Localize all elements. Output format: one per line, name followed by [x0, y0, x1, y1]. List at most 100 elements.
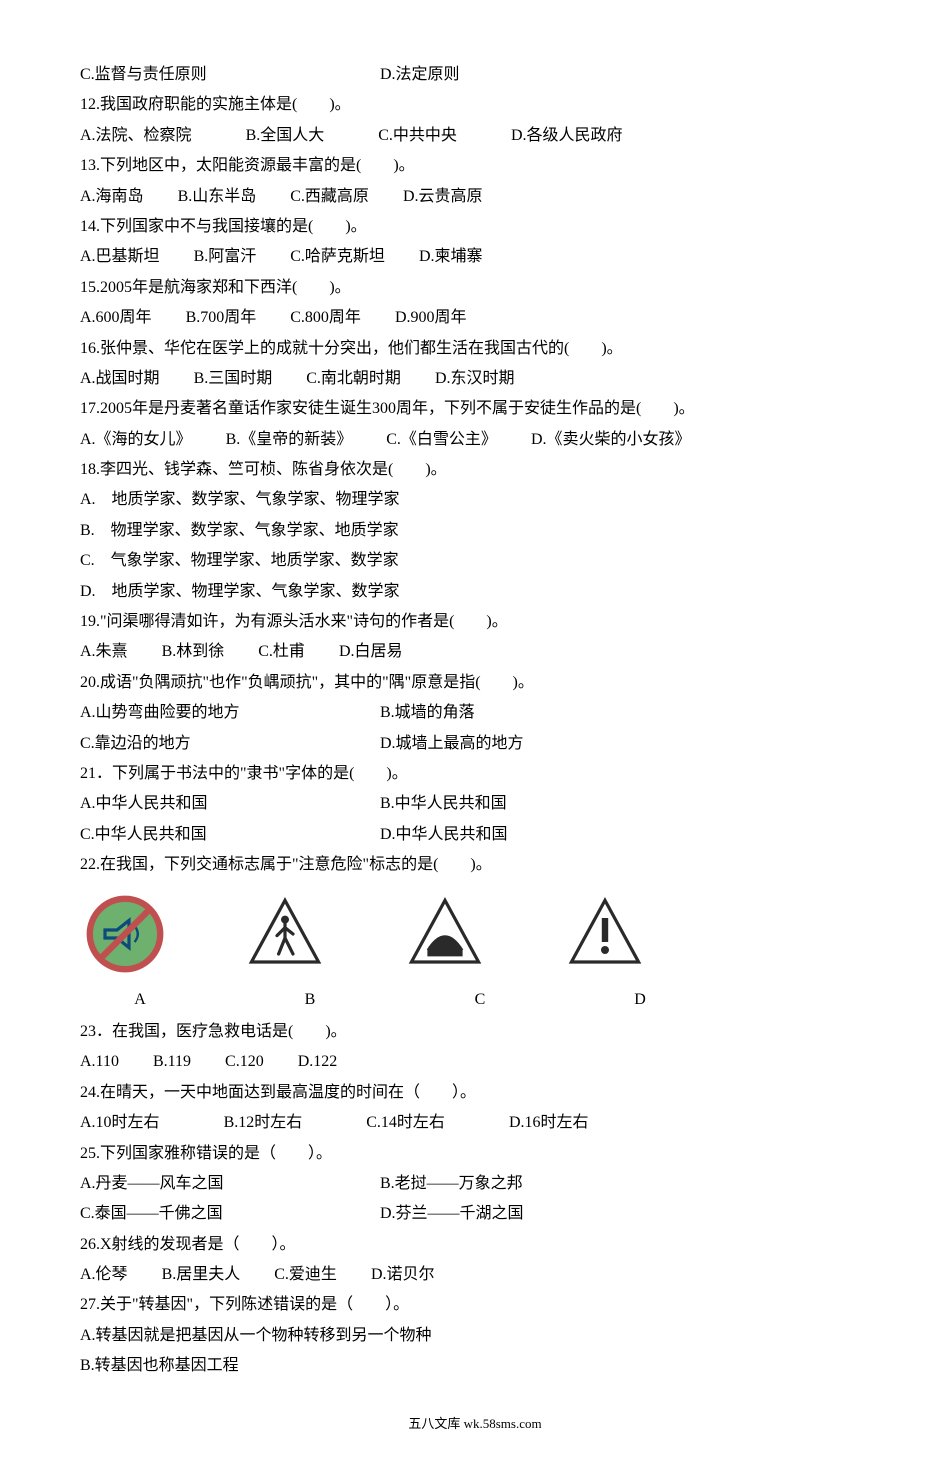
q12-opt-b: B.全国人大	[246, 127, 325, 144]
q26-stem: 26.X射线的发现者是（ ）。	[80, 1230, 870, 1260]
q26-opt-c: C.爱迪生	[274, 1266, 337, 1283]
q19-opt-d: D.白居易	[339, 643, 403, 660]
q19-options: A.朱熹 B.林到徐 C.杜甫 D.白居易	[80, 637, 870, 667]
q13-opt-a: A.海南岛	[80, 188, 144, 205]
q15-stem: 15.2005年是航海家郑和下西洋( )。	[80, 273, 870, 303]
q23-opt-d: D.122	[298, 1053, 338, 1070]
q11-opt-d: D.法定原则	[380, 66, 460, 83]
q12-options: A.法院、检察院 B.全国人大 C.中共中央 D.各级人民政府	[80, 121, 870, 151]
page-footer: 五八文库 wk.58sms.com	[80, 1412, 870, 1437]
q19-stem: 19."问渠哪得清如许，为有源头活水来"诗句的作者是( )。	[80, 607, 870, 637]
q11-options: C.监督与责任原则 D.法定原则	[80, 60, 870, 90]
q22-label-c: C	[450, 985, 510, 1015]
q12-opt-c: C.中共中央	[378, 127, 457, 144]
q14-opt-b: B.阿富汗	[194, 248, 257, 265]
q21-opt-b: B.中华人民共和国	[380, 795, 507, 812]
q21-stem: 21．下列属于书法中的"隶书"字体的是( )。	[80, 759, 870, 789]
q13-opt-c: C.西藏高原	[290, 188, 369, 205]
q26-options: A.伦琴 B.居里夫人 C.爱迪生 D.诺贝尔	[80, 1260, 870, 1290]
sign-a-no-honking-icon	[80, 889, 170, 979]
q25-opt-a: A.丹麦——风车之国	[80, 1175, 224, 1192]
q22-signs-row	[80, 889, 870, 979]
q24-stem: 24.在晴天，一天中地面达到最高温度的时间在（ ）。	[80, 1078, 870, 1108]
sign-c-hump-bridge-icon	[400, 889, 490, 979]
q16-stem: 16.张仲景、华佗在医学上的成就十分突出，他们都生活在我国古代的( )。	[80, 334, 870, 364]
sign-b-pedestrian-icon	[240, 889, 330, 979]
q19-opt-c: C.杜甫	[258, 643, 305, 660]
q23-opt-b: B.119	[153, 1053, 191, 1070]
q15-options: A.600周年 B.700周年 C.800周年 D.900周年	[80, 303, 870, 333]
q16-opt-b: B.三国时期	[194, 370, 273, 387]
q26-opt-b: B.居里夫人	[162, 1266, 241, 1283]
q20-stem: 20.成语"负隅顽抗"也作"负嵎顽抗"，其中的"隅"原意是指( )。	[80, 668, 870, 698]
q15-opt-a: A.600周年	[80, 309, 152, 326]
q21-opt-a: A.中华人民共和国	[80, 795, 208, 812]
q26-opt-d: D.诺贝尔	[371, 1266, 435, 1283]
q14-opt-d: D.柬埔寨	[419, 248, 483, 265]
q12-opt-a: A.法院、检察院	[80, 127, 192, 144]
q13-opt-d: D.云贵高原	[403, 188, 483, 205]
sign-d-danger-icon	[560, 889, 650, 979]
q19-opt-b: B.林到徐	[162, 643, 225, 660]
q22-label-a: A	[110, 985, 170, 1015]
q20-opt-b: B.城墙的角落	[380, 704, 475, 721]
q17-opt-b: B.《皇帝的新装》	[226, 431, 353, 448]
q14-options: A.巴基斯坦 B.阿富汗 C.哈萨克斯坦 D.柬埔寨	[80, 242, 870, 272]
q24-opt-b: B.12时左右	[224, 1114, 303, 1131]
q20-opt-d: D.城墙上最高的地方	[380, 735, 524, 752]
q15-opt-b: B.700周年	[186, 309, 257, 326]
q14-opt-c: C.哈萨克斯坦	[290, 248, 385, 265]
q25-opt-d: D.芬兰——千湖之国	[380, 1205, 524, 1222]
q18-opt-a: A. 地质学家、数学家、气象学家、物理学家	[80, 485, 870, 515]
q25-stem: 25.下列国家雅称错误的是（ ）。	[80, 1139, 870, 1169]
q19-opt-a: A.朱熹	[80, 643, 128, 660]
q23-opt-a: A.110	[80, 1053, 119, 1070]
q18-opt-d: D. 地质学家、物理学家、气象学家、数学家	[80, 577, 870, 607]
q24-opt-c: C.14时左右	[366, 1114, 445, 1131]
q27-stem: 27.关于"转基因"，下列陈述错误的是（ ）。	[80, 1290, 870, 1320]
q17-opt-d: D.《卖火柴的小女孩》	[531, 431, 691, 448]
q16-opt-a: A.战国时期	[80, 370, 160, 387]
q13-options: A.海南岛 B.山东半岛 C.西藏高原 D.云贵高原	[80, 182, 870, 212]
q12-opt-d: D.各级人民政府	[511, 127, 623, 144]
q22-label-d: D	[610, 985, 670, 1015]
q23-options: A.110 B.119 C.120 D.122	[80, 1047, 870, 1077]
q13-stem: 13.下列地区中，太阳能资源最丰富的是( )。	[80, 151, 870, 181]
q22-label-b: B	[280, 985, 340, 1015]
q16-opt-c: C.南北朝时期	[306, 370, 401, 387]
q20-opt-a: A.山势弯曲险要的地方	[80, 704, 240, 721]
q21-options: A.中华人民共和国 B.中华人民共和国 C.中华人民共和国 D.中华人民共和国	[80, 789, 870, 850]
q14-opt-a: A.巴基斯坦	[80, 248, 160, 265]
q24-opt-a: A.10时左右	[80, 1114, 160, 1131]
q20-opt-c: C.靠边沿的地方	[80, 735, 191, 752]
q16-opt-d: D.东汉时期	[435, 370, 515, 387]
q12-stem: 12.我国政府职能的实施主体是( )。	[80, 90, 870, 120]
q23-stem: 23．在我国，医疗急救电话是( )。	[80, 1017, 870, 1047]
q20-options: A.山势弯曲险要的地方 B.城墙的角落 C.靠边沿的地方 D.城墙上最高的地方	[80, 698, 870, 759]
q11-opt-c: C.监督与责任原则	[80, 66, 207, 83]
q14-stem: 14.下列国家中不与我国接壤的是( )。	[80, 212, 870, 242]
q25-options: A.丹麦——风车之国 B.老挝——万象之邦 C.泰国——千佛之国 D.芬兰——千…	[80, 1169, 870, 1230]
q24-opt-d: D.16时左右	[509, 1114, 589, 1131]
q22-stem: 22.在我国，下列交通标志属于"注意危险"标志的是( )。	[80, 850, 870, 880]
q25-opt-b: B.老挝——万象之邦	[380, 1175, 523, 1192]
q17-opt-a: A.《海的女儿》	[80, 431, 192, 448]
q18-opt-b: B. 物理学家、数学家、气象学家、地质学家	[80, 516, 870, 546]
q15-opt-c: C.800周年	[290, 309, 361, 326]
q22-labels: A B C D	[80, 985, 870, 1015]
q27-opt-a: A.转基因就是把基因从一个物种转移到另一个物种	[80, 1321, 870, 1351]
q17-stem: 17.2005年是丹麦著名童话作家安徒生诞生300周年，下列不属于安徒生作品的是…	[80, 394, 870, 424]
q17-options: A.《海的女儿》 B.《皇帝的新装》 C.《白雪公主》 D.《卖火柴的小女孩》	[80, 425, 870, 455]
q23-opt-c: C.120	[225, 1053, 264, 1070]
q18-stem: 18.李四光、钱学森、竺可桢、陈省身依次是( )。	[80, 455, 870, 485]
q26-opt-a: A.伦琴	[80, 1266, 128, 1283]
q24-options: A.10时左右 B.12时左右 C.14时左右 D.16时左右	[80, 1108, 870, 1138]
q13-opt-b: B.山东半岛	[178, 188, 257, 205]
q25-opt-c: C.泰国——千佛之国	[80, 1205, 223, 1222]
q21-opt-d: D.中华人民共和国	[380, 826, 508, 843]
q16-options: A.战国时期 B.三国时期 C.南北朝时期 D.东汉时期	[80, 364, 870, 394]
q17-opt-c: C.《白雪公主》	[386, 431, 497, 448]
q15-opt-d: D.900周年	[395, 309, 467, 326]
q27-opt-b: B.转基因也称基因工程	[80, 1351, 870, 1381]
q21-opt-c: C.中华人民共和国	[80, 826, 207, 843]
